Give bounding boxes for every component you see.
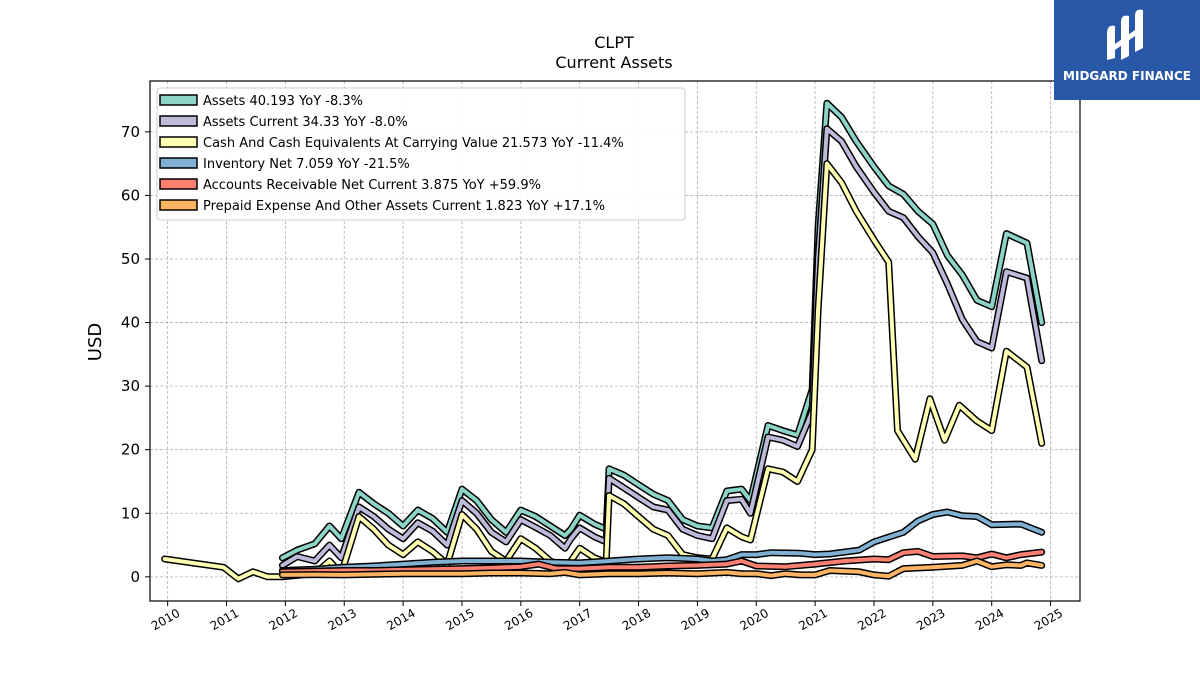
legend-swatch <box>159 178 198 190</box>
plot-frame <box>149 80 1081 602</box>
y-tick-label: 10 <box>121 504 140 522</box>
x-tick-label: 2019 <box>679 606 712 633</box>
chart-subtitle: Current Assets <box>555 53 672 72</box>
y-axis: 0 10 20 30 40 50 60 70 <box>121 123 150 586</box>
x-axis: 2010 2011 2012 2013 2014 2015 2016 2017 2018 2019… <box>149 601 1065 633</box>
series-line <box>280 549 1044 574</box>
x-tick-label: 2012 <box>267 606 300 633</box>
x-tick-label: 2014 <box>384 606 417 633</box>
y-tick-label: 70 <box>121 123 140 141</box>
logo-text: MIDGARD FINANCE <box>1063 69 1191 83</box>
series-5 <box>278 557 1046 580</box>
legend-entry: Assets 40.193 YoY -8.3% <box>203 94 363 109</box>
y-axis-label: USD <box>85 323 106 361</box>
y-tick-label: 30 <box>121 377 140 395</box>
y-tick-label: 20 <box>121 441 140 459</box>
legend-entry: Cash And Cash Equivalents At Carrying Va… <box>203 136 624 151</box>
x-tick-label: 2018 <box>620 606 653 633</box>
series-line <box>280 126 1044 568</box>
x-tick-label: 2025 <box>1032 606 1065 633</box>
legend-swatch <box>159 199 198 211</box>
legend-box <box>156 87 686 221</box>
x-tick-label: 2022 <box>855 606 888 633</box>
legend-swatch <box>159 136 198 148</box>
legend-entry: Assets Current 34.33 YoY -8.0% <box>203 115 408 130</box>
legend-entry: Inventory Net 7.059 YoY -21.5% <box>203 157 410 172</box>
series-4 <box>278 547 1046 576</box>
series-line <box>162 161 1044 581</box>
x-tick-label: 2016 <box>502 606 535 633</box>
series-1 <box>278 125 1046 569</box>
brand-logo: MIDGARD FINANCE <box>1054 0 1200 100</box>
y-tick-label: 40 <box>121 314 140 332</box>
series-line <box>280 510 1044 573</box>
y-tick-label: 60 <box>121 186 140 204</box>
legend: Assets 40.193 YoY -8.3% Assets Current 34… <box>156 87 686 221</box>
legend-entry: Accounts Receivable Net Current 3.875 Yo… <box>203 178 541 193</box>
series-layer <box>161 99 1046 583</box>
x-tick-label: 2011 <box>208 606 241 633</box>
x-tick-label: 2015 <box>443 606 476 633</box>
mf-logo-icon <box>1107 9 1143 61</box>
legend-swatch <box>159 157 198 169</box>
legend-entry: Prepaid Expense And Other Assets Current… <box>203 199 605 214</box>
x-tick-label: 2021 <box>796 606 829 633</box>
series-3 <box>278 508 1046 574</box>
chart-title: CLPT <box>594 33 634 52</box>
y-tick-label: 50 <box>121 250 140 268</box>
series-2 <box>161 160 1046 583</box>
series-0 <box>278 99 1046 562</box>
x-tick-label: 2023 <box>914 606 947 633</box>
legend-swatch <box>159 115 198 127</box>
x-tick-label: 2020 <box>738 606 771 633</box>
series-line <box>280 101 1044 560</box>
x-tick-label: 2010 <box>149 606 182 633</box>
x-tick-label: 2017 <box>561 606 594 633</box>
x-tick-label: 2024 <box>973 606 1006 633</box>
x-tick-label: 2013 <box>326 606 359 633</box>
legend-swatch <box>159 94 198 106</box>
series-line <box>280 559 1044 579</box>
y-tick-label: 0 <box>130 568 140 586</box>
